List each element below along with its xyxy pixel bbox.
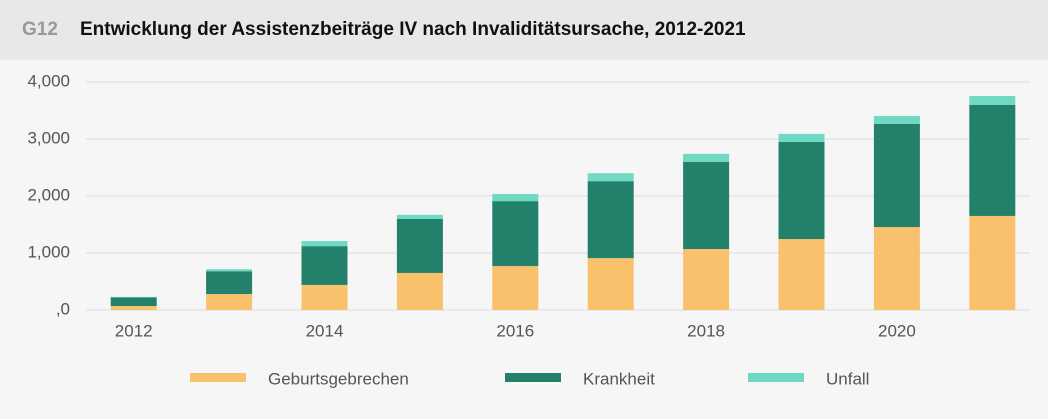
bar-segment — [492, 266, 539, 310]
bar-segment — [683, 249, 730, 310]
x-tick-label: 2016 — [496, 321, 534, 340]
chart-title: Entwicklung der Assistenzbeiträge IV nac… — [80, 19, 746, 40]
x-tick-label: 2012 — [115, 321, 153, 340]
legend-swatch — [505, 373, 561, 382]
bar-segment — [873, 123, 920, 228]
y-tick-label: ,0 — [56, 299, 70, 318]
header — [0, 0, 1048, 60]
x-tick-label: 2014 — [306, 321, 344, 340]
bar-segment — [683, 161, 730, 250]
x-tick-label: 2018 — [687, 321, 725, 340]
legend-swatch — [748, 373, 804, 382]
bar-segment — [396, 272, 443, 310]
bar-segment — [969, 95, 1016, 105]
bar-segment — [873, 115, 920, 124]
bar-segment — [110, 297, 157, 307]
bar-segment — [873, 227, 920, 310]
y-tick-label: 1,000 — [27, 242, 70, 261]
bar-segment — [492, 201, 539, 267]
bar-segment — [778, 239, 825, 310]
bar-segment — [110, 296, 157, 298]
legend-label: Geburtsgebrechen — [268, 369, 409, 388]
bar-segment — [301, 284, 348, 310]
bar-segment — [683, 153, 730, 162]
bar-segment — [206, 269, 253, 272]
legend-swatch — [190, 373, 246, 382]
bar-segment — [301, 241, 348, 247]
bar-segment — [587, 258, 634, 310]
bar-segment — [969, 104, 1016, 216]
bar-segment — [778, 133, 825, 142]
legend-label: Krankheit — [583, 369, 655, 388]
bar-segment — [778, 141, 825, 240]
bar-segment — [206, 271, 253, 295]
y-tick-label: 3,000 — [27, 128, 70, 147]
x-tick-label: 2020 — [878, 321, 916, 340]
bar-segment — [587, 173, 634, 182]
bar-segment — [301, 246, 348, 285]
figure-label: G12 — [22, 19, 58, 40]
y-tick-label: 4,000 — [27, 71, 70, 90]
bar-segment — [396, 218, 443, 273]
bar-segment — [969, 215, 1016, 310]
y-tick-label: 2,000 — [27, 185, 70, 204]
bar-segment — [587, 181, 634, 259]
bar-segment — [396, 214, 443, 219]
bar-segment — [492, 194, 539, 202]
bar-segment — [110, 306, 157, 310]
legend-label: Unfall — [826, 369, 869, 388]
bar-segment — [206, 294, 253, 310]
